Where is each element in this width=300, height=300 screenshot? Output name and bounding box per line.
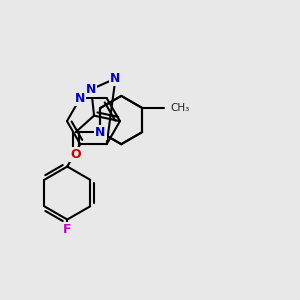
Text: N: N: [86, 83, 97, 96]
Text: N: N: [110, 72, 121, 85]
Text: CH₃: CH₃: [170, 103, 189, 113]
Text: N: N: [75, 92, 86, 105]
Text: F: F: [63, 223, 71, 236]
Text: N: N: [95, 126, 106, 139]
Text: O: O: [70, 148, 81, 160]
